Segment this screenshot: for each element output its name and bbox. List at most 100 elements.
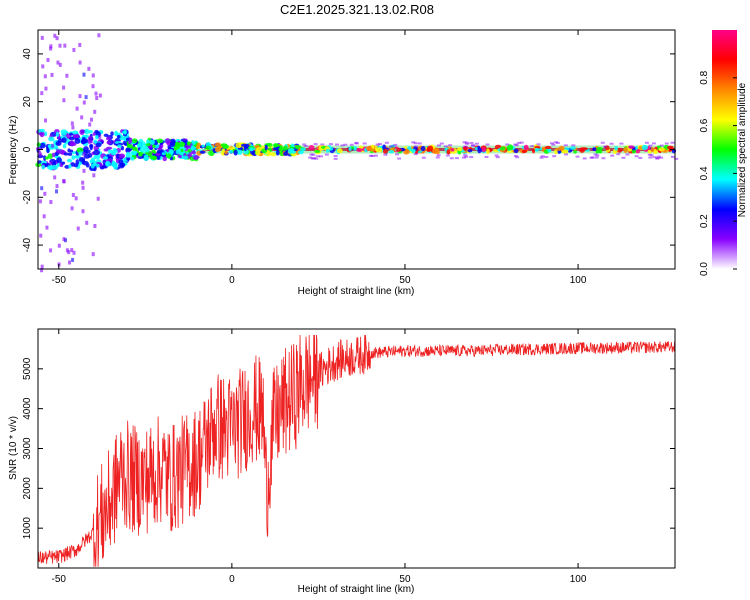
spectrogram-xlabel: Height of straight line (km) [298, 286, 415, 297]
spectrogram-cell [149, 139, 155, 145]
spectrogram-cell [143, 154, 149, 160]
spectrogram-envelope-cell [333, 155, 338, 158]
spectrogram-noise-cell [72, 250, 76, 255]
spectrogram-envelope-cell [312, 157, 317, 160]
spectrogram-noise-cell [70, 248, 74, 253]
spectrogram-cell [126, 156, 131, 161]
spectrogram-noise-cell [59, 162, 63, 167]
spectrogram-noise-cell [94, 91, 98, 96]
spectrogram-cell [193, 154, 199, 161]
spectrogram-ylabel: Frequency (Hz) [8, 116, 19, 185]
spectrogram-cell [70, 142, 77, 147]
spectrogram-envelope-cell [465, 142, 470, 145]
spectrogram-cell [177, 154, 182, 159]
spectrogram-cell [155, 152, 161, 157]
spectrogram-envelope-cell [417, 142, 422, 145]
spectrogram-noise-cell [41, 64, 45, 69]
spectrogram-envelope-cell [539, 156, 544, 159]
spectrogram-noise-cell [72, 47, 76, 52]
spectrogram-noise-cell [40, 35, 44, 40]
spectrogram-envelope-cell [443, 145, 448, 148]
spectrogram-cell [114, 130, 119, 137]
spectrogram-noise-cell [78, 42, 82, 47]
spectrogram-cell [283, 145, 288, 151]
spectrogram-noise-cell [51, 143, 55, 148]
spectrogram-cell [457, 147, 463, 152]
spectrogram-cell [235, 142, 242, 149]
spectrogram-envelope-cell [462, 141, 467, 144]
spectrogram-cell [614, 146, 618, 151]
spectrogram-cell [152, 144, 156, 149]
spectrogram-cell [521, 149, 528, 154]
spectrogram-cell [83, 146, 89, 152]
spectrogram-cell [105, 136, 111, 141]
spectrogram-cell [74, 154, 81, 159]
spectrogram-noise-cell [81, 209, 85, 214]
spectrogram-cell [125, 151, 131, 158]
spectrogram-noise-cell [95, 96, 99, 101]
spectrogram-noise-cell [87, 66, 91, 71]
spectrogram-cell [420, 146, 426, 152]
spectrogram-panel: -50 0 50 100 -40 -20 0 20 40 Height of straight … [8, 29, 679, 297]
colorbar-tick-label: 0.4 [699, 166, 710, 180]
spectrogram-noise-cell [53, 33, 57, 38]
spectrogram-cell [55, 140, 62, 147]
spectrogram-cell [93, 149, 101, 156]
spectrogram-envelope-cell [469, 156, 474, 159]
spectrogram-cell [130, 152, 138, 156]
spectrogram-cell [663, 144, 670, 150]
spectrogram-envelope-cell [495, 156, 500, 159]
spectrogram-noise-cell [91, 252, 95, 257]
spectrogram-cell [128, 137, 133, 143]
spectrogram-cell [63, 152, 69, 156]
spectrogram-cell [118, 162, 125, 169]
spectrogram-cell [180, 148, 184, 152]
spectrogram-cell [353, 145, 357, 151]
spectrogram-cell [93, 154, 101, 160]
spectrogram-envelope-cell [469, 141, 474, 144]
spectrogram-cell [214, 142, 221, 148]
spectrogram-cell [273, 146, 280, 151]
spectrogram-envelope-cell [674, 157, 679, 160]
spectrogram-noise-cell [49, 248, 53, 253]
spectrogram-cell [287, 148, 295, 152]
spectrogram-noise-cell [62, 85, 66, 90]
spectrogram-envelope-cell [516, 141, 521, 144]
spectrogram-cell [55, 131, 60, 138]
spectrogram-cell [192, 150, 196, 156]
spectrogram-envelope-cell [540, 155, 545, 158]
spectrogram-envelope-cell [652, 156, 657, 159]
spectrogram-envelope-cell [411, 141, 416, 144]
spectrogram-noise-cell [89, 117, 93, 122]
spectrogram-cell [205, 145, 212, 150]
spectrogram-cell [78, 156, 86, 162]
spectrogram-cell [99, 165, 105, 170]
spectrogram-cell [410, 148, 416, 154]
spectrogram-envelope-cell [544, 155, 549, 158]
spectrogram-envelope-cell [413, 145, 418, 148]
spectrogram-cell [116, 134, 121, 139]
spectrogram-cell [278, 147, 285, 152]
spectrogram-envelope-cell [616, 153, 621, 156]
spectrogram-noise-cell [49, 44, 53, 49]
spectrogram-envelope-cell [571, 144, 576, 147]
spectrogram-cell [186, 141, 191, 146]
spectrogram-marks [35, 33, 679, 273]
spectrogram-noise-cell [56, 60, 60, 65]
spectrogram-cell [336, 148, 343, 154]
spectrogram-envelope-cell [550, 142, 555, 145]
spectrogram-cell [623, 147, 629, 153]
spectrogram-noise-cell [40, 264, 44, 269]
spectrogram-envelope-cell [555, 141, 560, 144]
spectrogram-cell [166, 153, 172, 159]
spectrogram-envelope-cell [314, 157, 319, 160]
spectrogram-cell [426, 145, 434, 152]
spectrogram-envelope-cell [590, 156, 595, 159]
spectrogram-noise-cell [55, 189, 59, 194]
spectrogram-cell [382, 148, 389, 154]
spectrogram-envelope-cell [383, 153, 388, 156]
spectrogram-noise-cell [82, 168, 86, 173]
spectrogram-cell [283, 151, 289, 156]
spectrogram-noise-cell [82, 72, 86, 77]
spectrogram-cell [275, 149, 280, 156]
